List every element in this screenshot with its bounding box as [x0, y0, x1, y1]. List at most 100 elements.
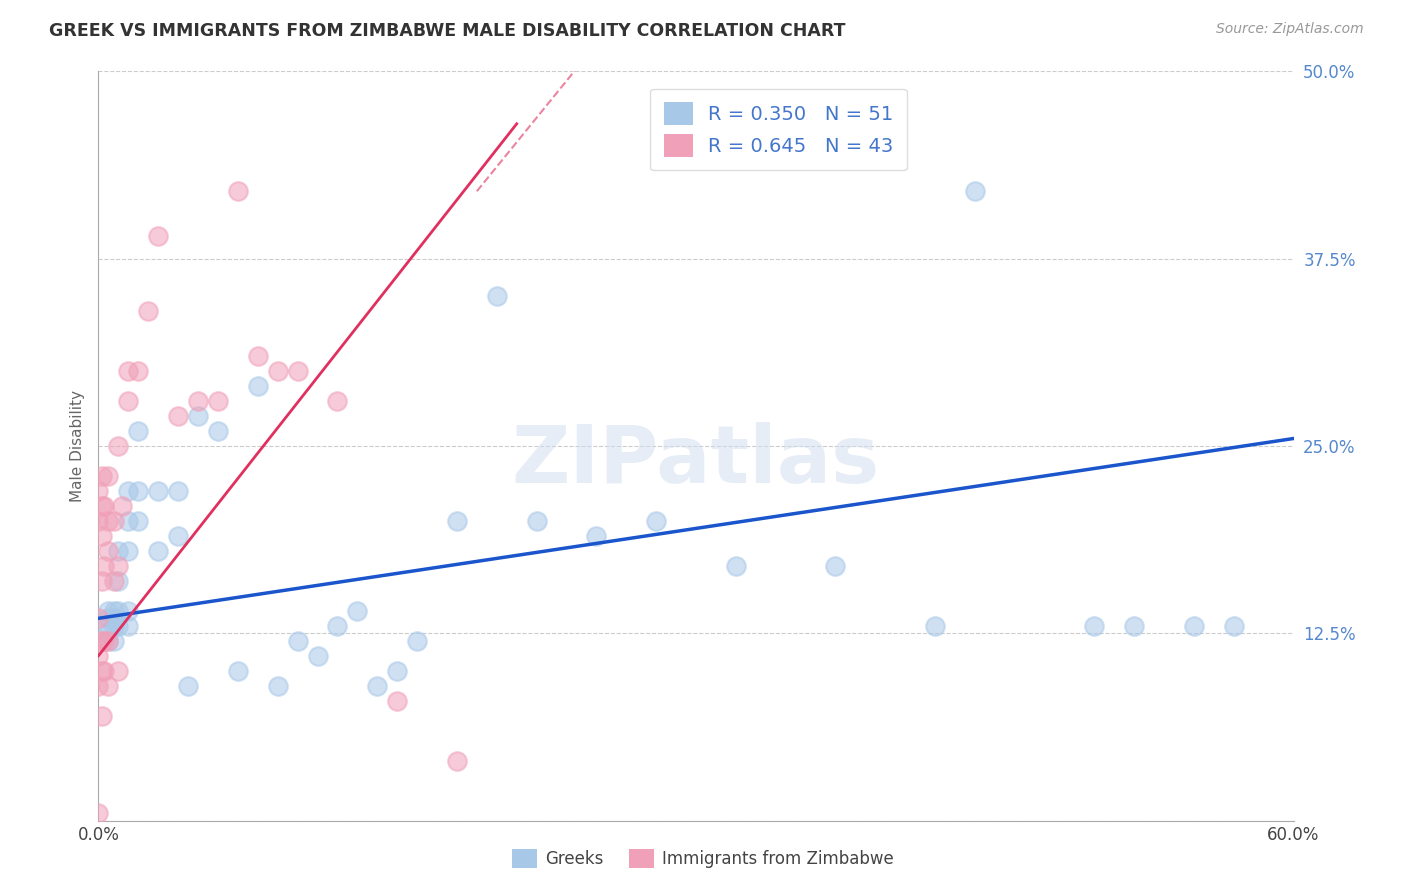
Point	[346, 604, 368, 618]
Point	[127, 424, 149, 438]
Point	[87, 483, 110, 498]
Point	[107, 604, 129, 618]
Point	[307, 648, 329, 663]
Point	[97, 619, 120, 633]
Point	[167, 529, 190, 543]
Point	[1182, 619, 1205, 633]
Point	[103, 514, 125, 528]
Point	[446, 514, 468, 528]
Point	[385, 664, 409, 678]
Point	[526, 514, 548, 528]
Point	[226, 184, 249, 198]
Point	[91, 529, 114, 543]
Point	[824, 558, 846, 573]
Point	[366, 679, 388, 693]
Point	[91, 499, 114, 513]
Point	[107, 619, 129, 633]
Point	[87, 648, 110, 663]
Point	[326, 394, 349, 409]
Point	[207, 394, 229, 409]
Point	[127, 483, 149, 498]
Point	[91, 664, 114, 678]
Point	[117, 604, 139, 618]
Point	[103, 619, 125, 633]
Point	[117, 544, 139, 558]
Point	[148, 229, 170, 244]
Point	[103, 633, 125, 648]
Point	[136, 304, 159, 318]
Point	[117, 514, 139, 528]
Point	[117, 619, 139, 633]
Point	[246, 349, 269, 363]
Y-axis label: Male Disability: Male Disability	[70, 390, 86, 502]
Point	[93, 499, 115, 513]
Legend: R = 0.350   N = 51, R = 0.645   N = 43: R = 0.350 N = 51, R = 0.645 N = 43	[650, 88, 907, 170]
Text: GREEK VS IMMIGRANTS FROM ZIMBABWE MALE DISABILITY CORRELATION CHART: GREEK VS IMMIGRANTS FROM ZIMBABWE MALE D…	[49, 22, 846, 40]
Point	[91, 708, 114, 723]
Point	[117, 483, 139, 498]
Point	[93, 633, 115, 648]
Point	[246, 379, 269, 393]
Point	[97, 633, 120, 648]
Point	[107, 664, 129, 678]
Point	[207, 424, 229, 438]
Point	[117, 394, 139, 409]
Point	[103, 574, 125, 588]
Point	[87, 806, 110, 821]
Point	[167, 409, 190, 423]
Point	[148, 544, 170, 558]
Point	[924, 619, 946, 633]
Point	[117, 364, 139, 378]
Point	[385, 694, 409, 708]
Point	[107, 439, 129, 453]
Point	[87, 611, 110, 625]
Point	[267, 679, 290, 693]
Point	[97, 604, 120, 618]
Point	[97, 679, 120, 693]
Point	[406, 633, 429, 648]
Point	[148, 483, 170, 498]
Point	[107, 558, 129, 573]
Point	[177, 679, 200, 693]
Point	[97, 633, 120, 648]
Point	[485, 289, 508, 303]
Text: Source: ZipAtlas.com: Source: ZipAtlas.com	[1216, 22, 1364, 37]
Point	[167, 483, 190, 498]
Legend: Greeks, Immigrants from Zimbabwe: Greeks, Immigrants from Zimbabwe	[505, 842, 901, 875]
Point	[1223, 619, 1246, 633]
Point	[111, 499, 134, 513]
Point	[187, 409, 209, 423]
Point	[963, 184, 986, 198]
Point	[1083, 619, 1105, 633]
Point	[87, 679, 110, 693]
Point	[267, 364, 290, 378]
Point	[107, 544, 129, 558]
Point	[226, 664, 249, 678]
Point	[187, 394, 209, 409]
Point	[585, 529, 607, 543]
Point	[93, 558, 115, 573]
Point	[724, 558, 747, 573]
Point	[287, 633, 309, 648]
Point	[97, 469, 120, 483]
Point	[127, 364, 149, 378]
Point	[91, 574, 114, 588]
Point	[287, 364, 309, 378]
Point	[1123, 619, 1146, 633]
Point	[645, 514, 668, 528]
Point	[87, 514, 110, 528]
Point	[127, 514, 149, 528]
Point	[103, 604, 125, 618]
Point	[97, 626, 120, 640]
Point	[97, 544, 120, 558]
Point	[107, 574, 129, 588]
Point	[97, 514, 120, 528]
Point	[446, 754, 468, 768]
Point	[103, 611, 125, 625]
Text: ZIPatlas: ZIPatlas	[512, 422, 880, 500]
Point	[326, 619, 349, 633]
Point	[91, 469, 114, 483]
Point	[93, 664, 115, 678]
Point	[97, 611, 120, 625]
Point	[91, 633, 114, 648]
